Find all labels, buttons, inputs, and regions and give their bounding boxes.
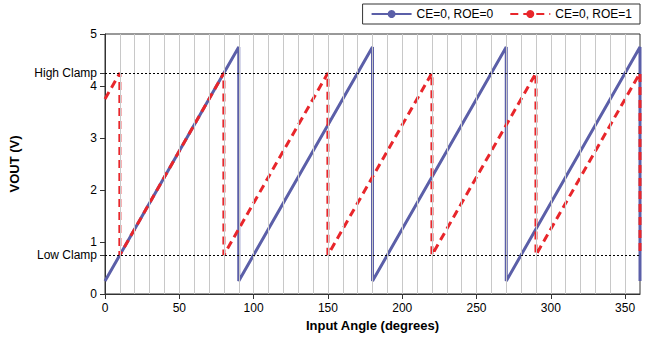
svg-text:CE=0, ROE=1: CE=0, ROE=1 — [555, 7, 632, 21]
svg-text:3: 3 — [90, 131, 97, 145]
svg-text:300: 300 — [541, 301, 561, 315]
svg-text:High Clamp: High Clamp — [34, 66, 97, 80]
svg-text:Low Clamp: Low Clamp — [37, 248, 97, 262]
svg-text:50: 50 — [173, 301, 187, 315]
svg-text:5: 5 — [90, 27, 97, 41]
svg-text:0: 0 — [102, 301, 109, 315]
svg-text:2: 2 — [90, 183, 97, 197]
svg-text:1: 1 — [90, 235, 97, 249]
svg-text:150: 150 — [318, 301, 338, 315]
svg-text:CE=0, ROE=0: CE=0, ROE=0 — [417, 7, 494, 21]
svg-text:100: 100 — [244, 301, 264, 315]
svg-text:350: 350 — [615, 301, 635, 315]
svg-text:4: 4 — [90, 79, 97, 93]
svg-text:0: 0 — [90, 287, 97, 301]
svg-text:Input Angle (degrees): Input Angle (degrees) — [306, 318, 439, 333]
svg-text:VOUT (V): VOUT (V) — [7, 135, 22, 192]
svg-text:250: 250 — [467, 301, 487, 315]
svg-text:200: 200 — [392, 301, 412, 315]
